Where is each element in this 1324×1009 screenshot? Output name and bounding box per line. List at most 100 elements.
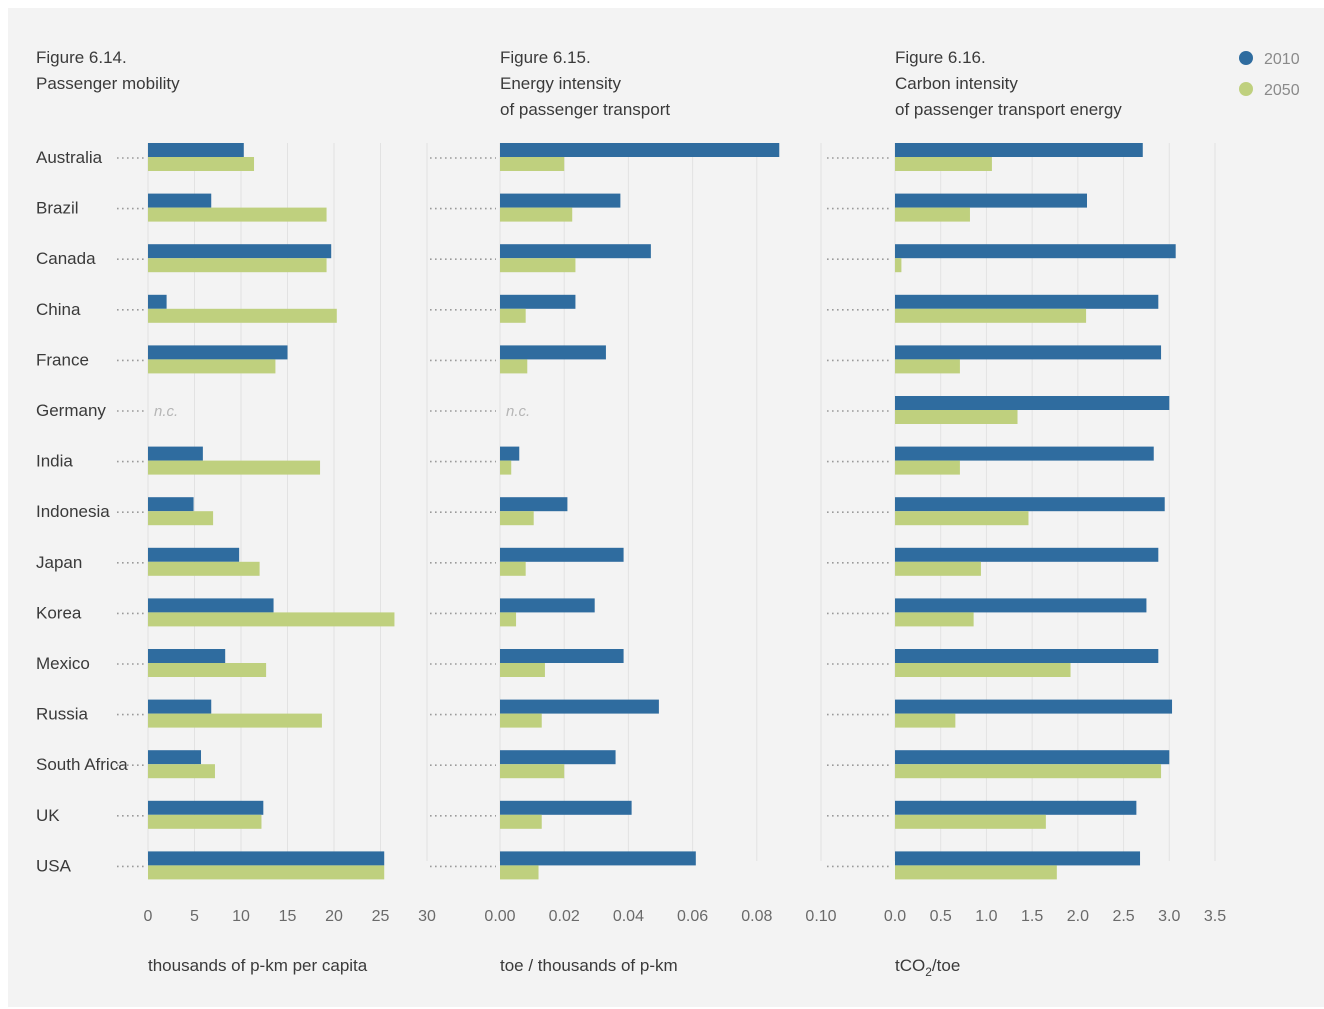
bar-2010 <box>500 800 632 815</box>
bar-2010 <box>148 750 202 765</box>
bar-2010 <box>148 446 203 461</box>
bar-2050 <box>500 663 545 677</box>
bar-2050 <box>148 865 385 880</box>
category-label: Mexico <box>36 654 90 673</box>
bar-2010 <box>500 851 696 866</box>
bar-2050 <box>500 865 539 880</box>
x-tick-label: 0.00 <box>484 908 515 925</box>
bar-2010 <box>500 699 659 714</box>
bar-2010 <box>148 244 332 259</box>
x-tick-label: 25 <box>372 908 390 925</box>
category-label: France <box>36 350 89 369</box>
bar-2010 <box>148 699 212 714</box>
bar-2050 <box>895 814 1046 829</box>
bar-2050 <box>500 207 573 222</box>
x-tick-label: 1.5 <box>1021 908 1043 925</box>
x-tick-label: 5 <box>190 908 199 925</box>
bar-2010 <box>895 851 1141 866</box>
bar-2050 <box>148 511 214 526</box>
x-axis-label-6-16: tCO2/toe <box>895 956 960 979</box>
bar-2050 <box>895 713 956 728</box>
bar-2050 <box>148 612 395 627</box>
chart-title-6-14-line-1: Figure 6.14. <box>36 48 127 67</box>
category-label: India <box>36 452 73 471</box>
x-tick-label: 0.5 <box>930 908 952 925</box>
bar-2050 <box>895 157 992 171</box>
bar-2010 <box>500 294 576 309</box>
x-axis-label-6-16-part-2: /toe <box>932 956 960 975</box>
bar-2010 <box>895 497 1165 512</box>
category-label: Canada <box>36 249 96 268</box>
bar-2050 <box>500 359 528 374</box>
bar-2050 <box>500 511 534 526</box>
bar-2010 <box>500 547 624 562</box>
x-tick-label: 0.06 <box>677 908 708 925</box>
bar-2010 <box>895 598 1147 613</box>
bar-2010 <box>895 294 1159 309</box>
bar-2010 <box>148 598 274 613</box>
bar-2050 <box>500 764 565 779</box>
chart-title-6-15-line-3: of passenger transport <box>500 100 670 119</box>
legend: 2010 2050 <box>1239 51 1300 99</box>
x-tick-label: 15 <box>279 908 297 925</box>
bar-2050 <box>148 308 337 323</box>
bar-2050 <box>895 207 970 222</box>
bar-2050 <box>500 258 576 273</box>
chart-title-6-16-line-3: of passenger transport energy <box>895 100 1122 119</box>
legend-label-2010: 2010 <box>1264 51 1300 68</box>
bar-2050 <box>148 814 262 829</box>
bar-2010 <box>895 649 1159 663</box>
bar-2050 <box>895 612 974 627</box>
category-label: Japan <box>36 553 82 572</box>
plot-area: 0 5 10 15 20 25 30 Australia Brazil Canada China Fr… <box>36 143 1226 925</box>
x-tick-label: 0.02 <box>549 908 580 925</box>
bar-2050 <box>500 713 542 728</box>
bar-2010 <box>148 547 240 562</box>
bar-2050 <box>148 207 327 222</box>
bar-2010 <box>148 294 167 309</box>
bar-2010 <box>148 193 212 208</box>
x-tick-label: 0 <box>144 908 153 925</box>
chart-title-6-15-line-1: Figure 6.15. <box>500 48 591 67</box>
x-tick-label: 0.04 <box>613 908 644 925</box>
x-axis-label-6-15: toe / thousands of p-km <box>500 956 678 975</box>
chart-title-6-16-line-1: Figure 6.16. <box>895 48 986 67</box>
category-label: China <box>36 300 81 319</box>
bar-2050 <box>895 663 1071 677</box>
bar-2010 <box>148 851 385 866</box>
not-calculated-label: n.c. <box>154 403 178 420</box>
category-label: UK <box>36 806 60 825</box>
bar-2010 <box>500 345 606 360</box>
bar-2050 <box>895 865 1057 880</box>
x-tick-label: 3.0 <box>1158 908 1180 925</box>
bar-2050 <box>148 663 267 677</box>
bar-2010 <box>500 446 520 461</box>
bar-2050 <box>500 612 517 627</box>
bar-2010 <box>148 345 288 360</box>
bar-2010 <box>148 800 264 815</box>
x-axis-label-6-14: thousands of p-km per capita <box>148 956 368 975</box>
bar-2010 <box>148 649 226 663</box>
chart-title-6-15-line-2: Energy intensity <box>500 74 621 93</box>
chart-title-6-16: Figure 6.16. Carbon intensity of passeng… <box>895 48 1122 119</box>
bar-2050 <box>895 764 1162 779</box>
bar-2050 <box>500 157 565 171</box>
category-label: Germany <box>36 401 106 420</box>
bar-2050 <box>895 410 1018 424</box>
bar-2050 <box>895 511 1029 526</box>
legend-dot-2010 <box>1239 51 1253 65</box>
chart-panel-3: 0.0 0.5 1.0 1.5 2.0 2.5 3.0 3.5 <box>827 143 1226 925</box>
chart-title-6-15: Figure 6.15. Energy intensity of passeng… <box>500 48 670 119</box>
bar-2010 <box>500 193 621 208</box>
category-label: South Africa <box>36 755 128 774</box>
bar-2010 <box>500 497 568 512</box>
bar-2050 <box>895 460 960 475</box>
x-tick-label: 2.0 <box>1067 908 1089 925</box>
bar-2050 <box>895 359 960 374</box>
x-tick-label: 2.5 <box>1112 908 1134 925</box>
bar-2010 <box>895 193 1087 208</box>
x-axis-label-6-16-part-1: tCO <box>895 956 925 975</box>
bar-2010 <box>500 598 595 613</box>
category-label: USA <box>36 856 72 875</box>
category-label: Brazil <box>36 199 79 218</box>
